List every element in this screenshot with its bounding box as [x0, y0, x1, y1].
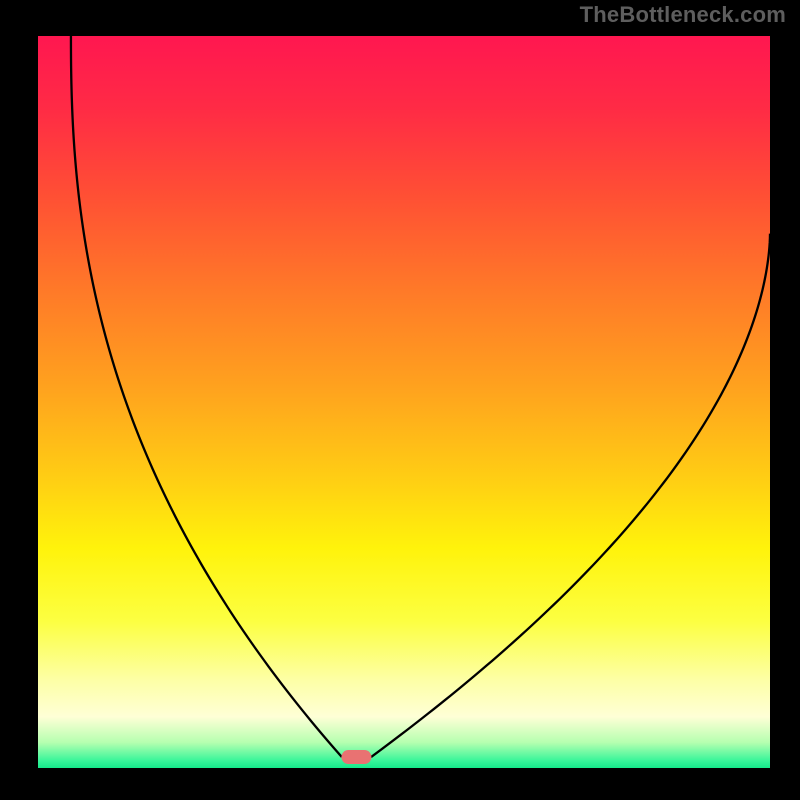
chart-container: TheBottleneck.com — [0, 0, 800, 800]
minimum-marker — [341, 750, 371, 764]
plot-background — [38, 36, 770, 768]
curve-chart — [0, 0, 800, 800]
